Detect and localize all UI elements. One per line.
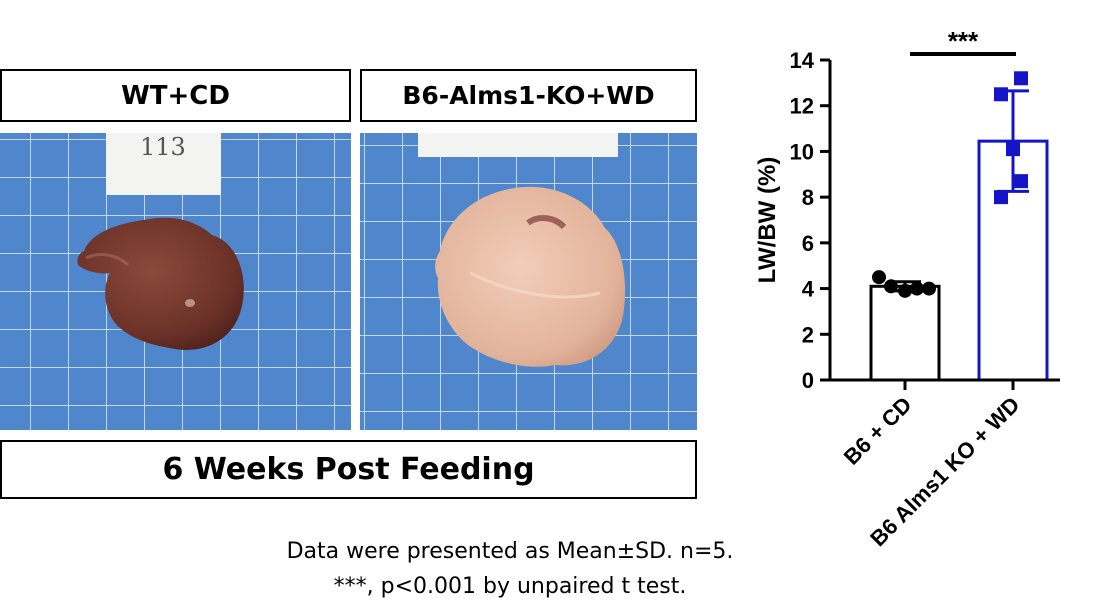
y-tick-label: 0 <box>802 368 814 393</box>
y-axis-label: LW/BW (%) <box>754 157 781 284</box>
data-point <box>1014 71 1028 86</box>
data-point <box>994 190 1008 205</box>
data-point <box>922 281 936 296</box>
data-point <box>1014 174 1028 189</box>
wt-cd-label: WT+CD <box>0 69 351 122</box>
y-tick-label: 2 <box>802 322 814 347</box>
bar-0 <box>869 284 941 382</box>
y-tick-label: 6 <box>802 231 814 256</box>
photo-note: 113 <box>140 133 186 161</box>
y-tick-label: 14 <box>790 48 815 73</box>
data-point <box>910 281 924 296</box>
data-point <box>994 87 1008 102</box>
footnote: Data were presented as Mean±SD. n=5. ***… <box>230 534 790 604</box>
x-category-label: B6 + CD <box>839 392 917 470</box>
data-point <box>872 270 886 285</box>
footnote-line-1: Data were presented as Mean±SD. n=5. <box>286 539 734 564</box>
y-tick-label: 4 <box>802 277 815 302</box>
y-tick-label: 10 <box>790 139 814 164</box>
wt-cd-liver-photo: 113 <box>0 133 351 430</box>
data-point <box>884 279 898 294</box>
data-point <box>1006 142 1020 157</box>
data-point <box>898 283 912 298</box>
ko-wd-label: B6-Alms1-KO+WD <box>360 69 697 122</box>
timepoint-label: 6 Weeks Post Feeding <box>0 440 697 499</box>
y-tick-label: 8 <box>802 185 814 210</box>
footnote-line-2: ***, p<0.001 by unpaired t test. <box>333 574 687 599</box>
significance-label: *** <box>948 26 979 56</box>
y-tick-label: 12 <box>790 94 814 119</box>
ko-wd-liver-photo <box>360 133 697 430</box>
